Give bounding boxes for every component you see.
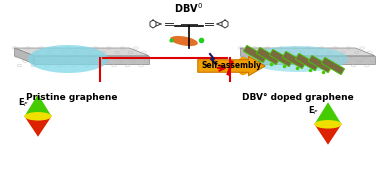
Text: E$_F$: E$_F$ xyxy=(308,105,319,117)
Polygon shape xyxy=(240,48,260,64)
Text: E$_F$: E$_F$ xyxy=(18,97,29,109)
Polygon shape xyxy=(314,124,342,145)
Ellipse shape xyxy=(28,45,108,73)
FancyBboxPatch shape xyxy=(296,53,319,71)
Polygon shape xyxy=(240,48,375,56)
Text: DBV° doped graphene: DBV° doped graphene xyxy=(242,93,354,102)
Polygon shape xyxy=(14,48,34,64)
FancyBboxPatch shape xyxy=(282,51,305,69)
FancyBboxPatch shape xyxy=(256,47,280,65)
Polygon shape xyxy=(25,94,52,116)
Text: DBV$^0$: DBV$^0$ xyxy=(175,1,203,15)
FancyBboxPatch shape xyxy=(321,57,345,75)
Polygon shape xyxy=(14,48,149,56)
Ellipse shape xyxy=(170,36,198,46)
FancyArrowPatch shape xyxy=(198,56,265,76)
FancyArrowPatch shape xyxy=(203,61,253,71)
Text: Self-assembly: Self-assembly xyxy=(202,61,262,71)
Ellipse shape xyxy=(248,46,348,72)
Polygon shape xyxy=(314,102,342,124)
Polygon shape xyxy=(260,56,375,64)
Text: Pristine graphene: Pristine graphene xyxy=(26,93,118,102)
Polygon shape xyxy=(25,116,52,137)
FancyBboxPatch shape xyxy=(270,49,293,67)
Ellipse shape xyxy=(25,112,52,121)
FancyBboxPatch shape xyxy=(308,55,332,73)
FancyBboxPatch shape xyxy=(243,45,266,63)
Polygon shape xyxy=(34,56,149,64)
Ellipse shape xyxy=(314,120,342,128)
